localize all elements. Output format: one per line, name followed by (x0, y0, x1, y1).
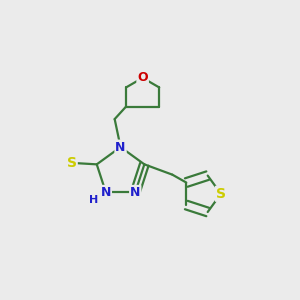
Text: H: H (89, 195, 98, 205)
Text: N: N (130, 186, 140, 199)
Text: N: N (116, 141, 126, 154)
Text: O: O (137, 71, 148, 84)
Text: N: N (101, 186, 111, 199)
Text: S: S (67, 156, 77, 170)
Text: S: S (216, 187, 226, 201)
